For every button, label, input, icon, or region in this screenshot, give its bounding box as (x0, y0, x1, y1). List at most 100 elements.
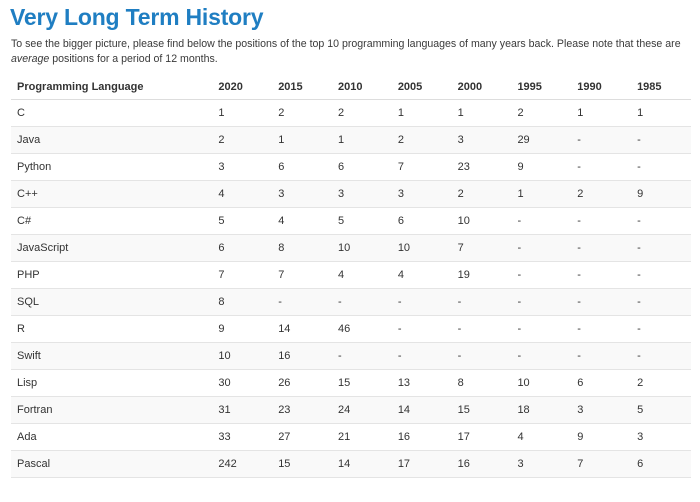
rank-cell: - (571, 207, 632, 235)
rank-cell: - (571, 261, 632, 289)
table-row: C++ 4 3 3 3 2 1 2 9 (11, 180, 691, 208)
rank-cell: 27 (272, 423, 332, 451)
rank-cell: 3 (272, 180, 332, 208)
rank-cell: 5 (332, 207, 392, 235)
rank-cell: - (332, 342, 392, 370)
rank-cell: 3 (332, 180, 392, 208)
rank-cell: 2 (212, 126, 273, 154)
rank-cell: 1 (631, 99, 691, 127)
rank-cell: 3 (571, 396, 632, 424)
table-body: C 1 2 2 1 1 2 1 1 Java 2 1 1 2 3 29- - Python 3 6 6 7 23 9- - C++… (11, 99, 691, 478)
rank-cell: 16 (391, 423, 452, 451)
intro-paragraph: To see the bigger picture, please find b… (11, 37, 696, 67)
rank-cell: 4 (511, 423, 572, 451)
rank-cell: 10 (391, 234, 452, 262)
language-name-cell: C (11, 99, 213, 127)
rank-cell: 15 (332, 369, 392, 397)
rank-cell: 9 (212, 315, 273, 343)
rank-cell: 1 (212, 99, 273, 127)
language-name-cell: R (11, 315, 213, 343)
rank-cell: 1 (391, 99, 452, 127)
rank-cell: 3 (212, 153, 273, 181)
rank-cell: 21 (332, 423, 392, 451)
rank-cell: - (631, 153, 691, 181)
language-name-cell: C# (11, 207, 213, 235)
language-name-cell: PHP (11, 261, 213, 289)
rank-cell: - (511, 261, 572, 289)
rank-cell: - (571, 288, 632, 316)
intro-text-start: To see the bigger picture, please find b… (11, 38, 681, 50)
rank-cell: 6 (631, 450, 691, 478)
rank-cell: 17 (451, 423, 512, 451)
rank-cell: 3 (391, 180, 452, 208)
page-title: Very Long Term History (10, 4, 264, 30)
rank-cell: 7 (272, 261, 332, 289)
language-name-cell: Fortran (11, 396, 213, 424)
rank-cell: - (571, 234, 632, 262)
rank-cell: 6 (332, 153, 392, 181)
rank-cell: 7 (212, 261, 273, 289)
rank-cell: - (631, 261, 691, 289)
language-name-cell: Pascal (11, 450, 213, 478)
rank-cell: 2 (631, 369, 691, 397)
table-row: C# 5 4 5 6 10- - - (11, 207, 691, 235)
rank-cell: 23 (451, 153, 512, 181)
rank-cell: 7 (391, 153, 452, 181)
table-row: JavaScript 6 8 10 10 7- - - (11, 234, 691, 262)
rank-cell: - (631, 315, 691, 343)
rank-cell: 15 (272, 450, 332, 478)
rank-cell: 8 (212, 288, 273, 316)
table-row: R 9 14 46- - - - - (11, 315, 691, 343)
language-name-cell: C++ (11, 180, 213, 208)
rank-cell: - (571, 126, 632, 154)
column-header-language: Programming Language (11, 75, 213, 100)
column-header-year: 2020 (212, 75, 273, 100)
rank-cell: - (571, 315, 632, 343)
column-header-year: 2000 (451, 75, 512, 100)
language-name-cell: Java (11, 126, 213, 154)
language-name-cell: Ada (11, 423, 213, 451)
rank-cell: 9 (631, 180, 691, 208)
rank-cell: - (391, 288, 452, 316)
rank-cell: 6 (391, 207, 452, 235)
rank-cell: - (631, 207, 691, 235)
language-name-cell: SQL (11, 288, 213, 316)
rank-cell: - (451, 315, 512, 343)
rank-cell: 5 (212, 207, 273, 235)
rank-cell: 4 (391, 261, 452, 289)
rank-cell: 14 (391, 396, 452, 424)
rank-cell: 1 (332, 126, 392, 154)
rank-cell: 18 (511, 396, 572, 424)
table-row: Ada 33 27 21 16 17 4 9 3 (11, 423, 691, 451)
language-name-cell: Lisp (11, 369, 213, 397)
table-row: Python 3 6 6 7 23 9- - (11, 153, 691, 181)
rank-cell: 1 (571, 99, 632, 127)
rank-cell: 16 (272, 342, 332, 370)
rank-cell: 2 (571, 180, 632, 208)
rank-cell: 1 (451, 99, 512, 127)
rank-cell: 14 (272, 315, 332, 343)
rank-cell: 19 (451, 261, 512, 289)
rank-cell: - (631, 342, 691, 370)
rank-cell: 9 (511, 153, 572, 181)
rank-cell: 2 (272, 99, 332, 127)
column-header-year: 1995 (511, 75, 572, 100)
table-row: Swift 10 16- - - - - - (11, 342, 691, 370)
rank-cell: - (511, 207, 572, 235)
rank-cell: 2 (511, 99, 572, 127)
rank-cell: 17 (391, 450, 452, 478)
table-row: SQL 8- - - - - - - (11, 288, 691, 316)
column-header-year: 1985 (631, 75, 691, 100)
rank-cell: 13 (391, 369, 452, 397)
rank-cell: - (511, 315, 572, 343)
language-name-cell: Python (11, 153, 213, 181)
rank-cell: 7 (571, 450, 632, 478)
rank-cell: 6 (571, 369, 632, 397)
rank-cell: 6 (272, 153, 332, 181)
intro-emphasis: average (11, 53, 50, 65)
rank-cell: 8 (272, 234, 332, 262)
rank-cell: - (631, 288, 691, 316)
rank-cell: 4 (272, 207, 332, 235)
rank-cell: - (332, 288, 392, 316)
